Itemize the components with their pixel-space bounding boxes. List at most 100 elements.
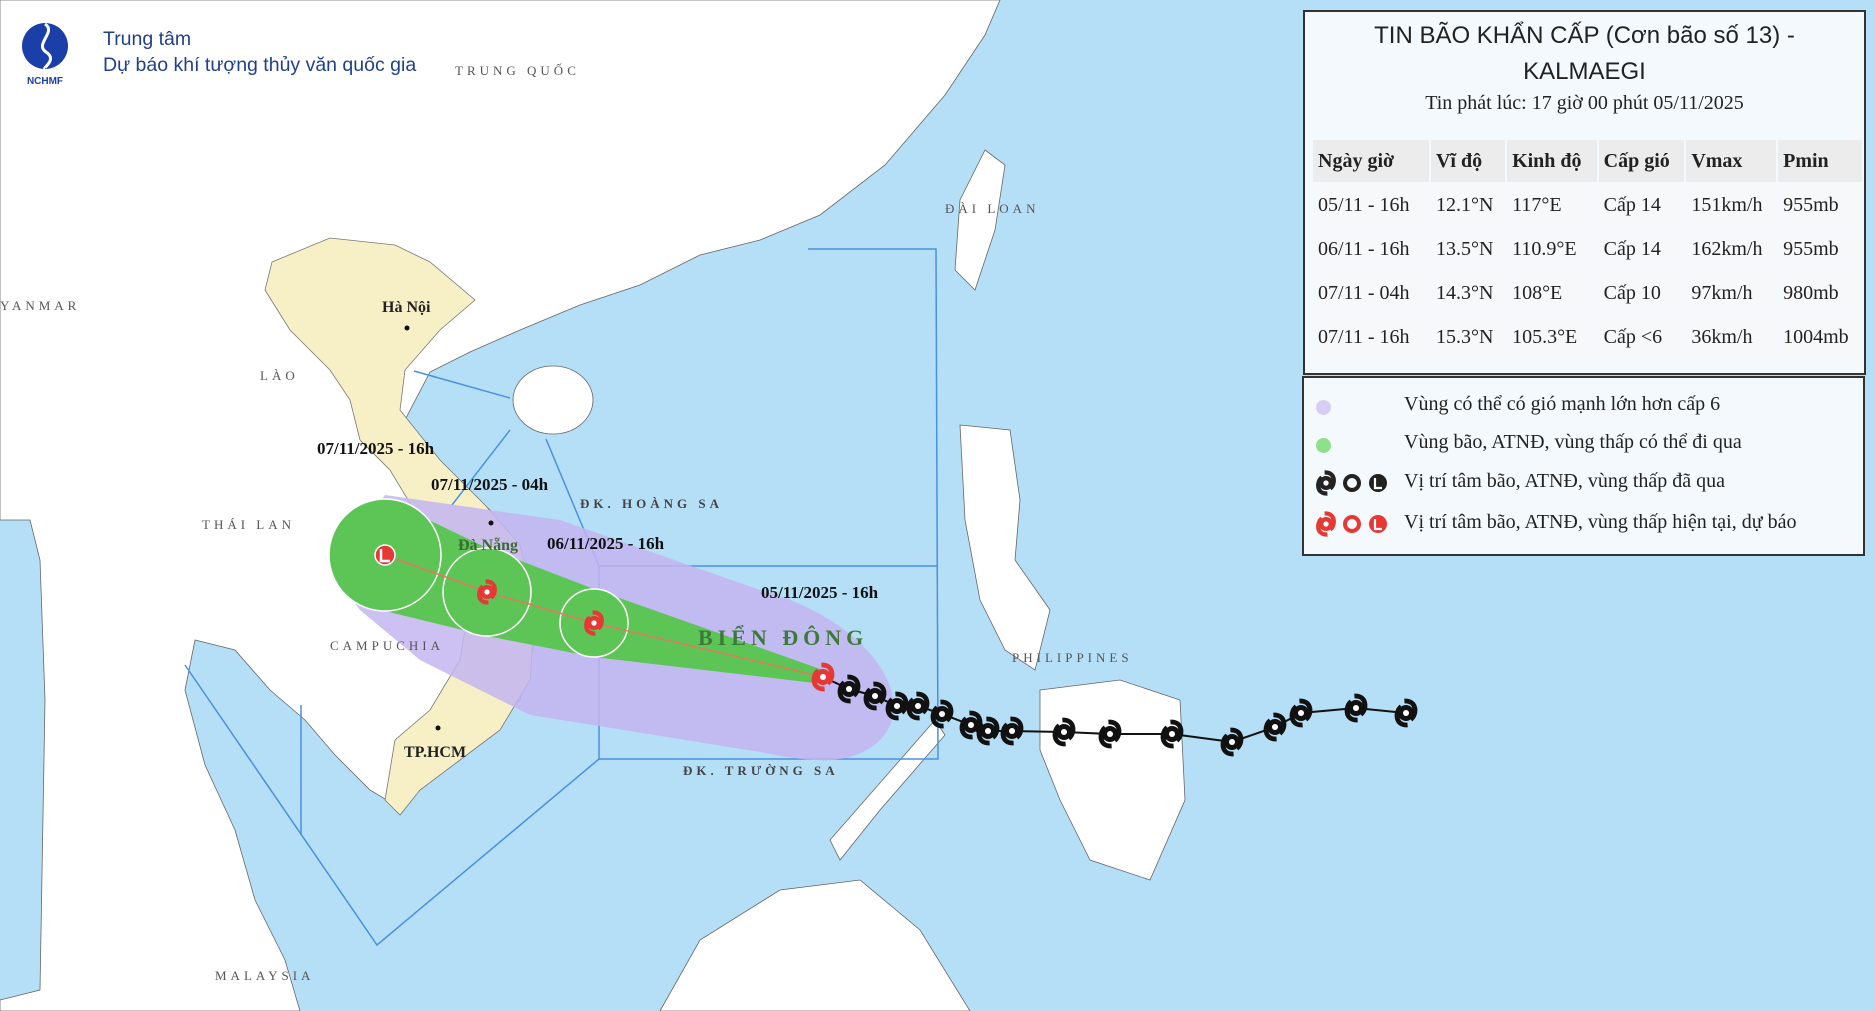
issued-time: Tin phát lúc: 17 giờ 00 phút 05/11/2025 (1425, 92, 1744, 114)
mainland-asia (0, 0, 1001, 1011)
table-cell: 955mb (1778, 228, 1862, 270)
past-typhoon-icon (1344, 693, 1368, 723)
table-cell: 108°E (1507, 272, 1597, 314)
past-typhoon-icon (959, 710, 983, 740)
legend-text: Vùng bão, ATNĐ, vùng thấp có thể đi qua (1404, 431, 1742, 453)
legend-item-wind-zone: Vùng có thể có gió mạnh lớn hơn cấp 6 (1304, 391, 1863, 421)
borneo-island (659, 879, 971, 1011)
table-cell: Cấp 14 (1598, 228, 1685, 270)
past-typhoon-icon (1220, 727, 1244, 757)
label-myanmar: YANMAR (0, 298, 80, 313)
column-header: Kinh độ (1507, 140, 1597, 182)
title-line-2: KALMAEGI (1523, 58, 1646, 85)
logo-emblem-icon: NCHMF (22, 22, 68, 87)
purple-dot-icon (1316, 400, 1331, 415)
legend-text: Vị trí tâm bão, ATNĐ, vùng thấp đã qua (1404, 470, 1726, 492)
past-typhoon-icon (1263, 712, 1287, 742)
table-cell: 151km/h (1686, 184, 1777, 226)
ring-icon (1343, 474, 1361, 492)
past-track-positions (837, 674, 1418, 757)
label-malaysia: MALAYSIA (215, 968, 314, 983)
past-typhoon-icon (1160, 719, 1184, 749)
table-row: 05/11 - 16h 12.1°N 117°E Cấp 14 151km/h 955mb (1313, 184, 1862, 226)
land (0, 0, 1186, 1011)
table-cell: 07/11 - 16h (1313, 316, 1429, 358)
table-cell: 117°E (1507, 184, 1597, 226)
column-header: Vĩ độ (1430, 140, 1506, 182)
label-philippines: PHILIPPINES (1012, 650, 1133, 665)
forecast-track-line (384, 554, 824, 678)
table-cell: Cấp <6 (1598, 316, 1685, 358)
table-header-row: Ngày giờ Vĩ độ Kinh độ Cấp gió Vmax Pmin (1313, 140, 1862, 182)
table-row: 06/11 - 16h 13.5°N 110.9°E Cấp 14 162km/h 955… (1313, 228, 1862, 270)
forecast-positions (374, 544, 835, 692)
past-typhoon-icon (1000, 716, 1024, 746)
bulletin-title: TIN BÃO KHẨN CẤP (Cơn bão số 13) - KALMA… (1305, 18, 1864, 90)
label-campuchia: CAMPUCHIA (330, 638, 444, 653)
column-header: Pmin (1778, 140, 1862, 182)
map-legend: Vùng có thể có gió mạnh lớn hơn cấp 6 Vù… (1302, 376, 1865, 556)
table-cell: 07/11 - 04h (1313, 272, 1429, 314)
forecast-symbols-icon (1316, 511, 1387, 537)
table-cell: 162km/h (1686, 228, 1777, 270)
column-header: Vmax (1686, 140, 1777, 182)
org-line-2: Dự báo khí tượng thủy văn quốc gia (103, 54, 417, 76)
label-trung-quoc: TRUNG QUỐC (455, 63, 580, 78)
past-typhoon-icon (930, 699, 954, 729)
organization-name: Trung tâm Dự báo khí tượng thủy văn quốc… (103, 26, 416, 78)
label-hoang-sa: ĐK. HOÀNG SA (580, 496, 723, 511)
table-cell: 105.3°E (1507, 316, 1597, 358)
past-typhoon-icon (1289, 698, 1313, 728)
ring-icon (1343, 515, 1361, 533)
table-cell: 06/11 - 16h (1313, 228, 1429, 270)
table-cell: 36km/h (1686, 316, 1777, 358)
time-label-07-11-04h: 07/11/2025 - 04h (431, 475, 549, 494)
maritime-boundaries (184, 248, 939, 947)
bulletin-panel: TIN BÃO KHẨN CẤP (Cơn bão số 13) - KALMA… (1303, 10, 1866, 375)
table-cell: 13.5°N (1430, 228, 1506, 270)
past-typhoon-icon (976, 716, 1000, 746)
table-cell: 97km/h (1686, 272, 1777, 314)
label-bien-dong: BIỂN ĐÔNG (698, 625, 868, 650)
past-typhoon-icon (837, 674, 861, 704)
taiwan-island (954, 149, 1006, 291)
nchmf-logo: NCHMF (12, 18, 78, 90)
table-cell: 110.9°E (1507, 228, 1597, 270)
past-typhoon-icon (885, 691, 909, 721)
past-typhoon-icon (906, 691, 930, 721)
table-body: 05/11 - 16h 12.1°N 117°E Cấp 14 151km/h 955mb… (1313, 184, 1862, 358)
visayas-mindanao (1039, 679, 1186, 881)
hainan-island (512, 365, 594, 435)
palawan-island (829, 719, 946, 861)
time-label-07-11-16h: 07/11/2025 - 16h (317, 439, 435, 458)
label-truong-sa: ĐK. TRƯỜNG SA (683, 763, 839, 778)
column-header: Ngày giờ (1313, 140, 1429, 182)
time-label-05-11-16h: 05/11/2025 - 16h (761, 583, 879, 602)
current-typhoon-icon (811, 662, 835, 692)
title-line-1: TIN BÃO KHẨN CẤP (Cơn bão số 13) - (1374, 22, 1795, 49)
label-ha-noi: Hà Nội (382, 299, 431, 316)
forecast-table: Ngày giờ Vĩ độ Kinh độ Cấp gió Vmax Pmin 05/1… (1311, 138, 1864, 360)
column-header: Cấp gió (1598, 140, 1685, 182)
table-cell: 15.3°N (1430, 316, 1506, 358)
label-thai-lan: THÁI LAN (202, 517, 295, 532)
table-cell: 955mb (1778, 184, 1862, 226)
ha-noi-dot (404, 325, 410, 331)
legend-text: Vị trí tâm bão, ATNĐ, vùng thấp hiện tại… (1404, 511, 1797, 533)
table-cell: Cấp 10 (1598, 272, 1685, 314)
typhoon-icon (1316, 511, 1336, 537)
label-tphcm: TP.HCM (404, 744, 466, 761)
past-typhoon-icon (863, 681, 887, 711)
da-nang-dot (488, 520, 494, 526)
table-cell: 14.3°N (1430, 272, 1506, 314)
table-cell: Cấp 14 (1598, 184, 1685, 226)
table-cell: 1004mb (1778, 316, 1862, 358)
legend-item-storm-zone: Vùng bão, ATNĐ, vùng thấp có thể đi qua (1304, 429, 1863, 459)
forecast-typhoon-icon (477, 579, 497, 605)
low-pressure-l-icon (374, 544, 396, 566)
table-cell: 12.1°N (1430, 184, 1506, 226)
forecast-typhoon-icon (584, 610, 604, 636)
label-lao: LÀO (260, 368, 299, 383)
past-typhoon-icon (1098, 719, 1122, 749)
